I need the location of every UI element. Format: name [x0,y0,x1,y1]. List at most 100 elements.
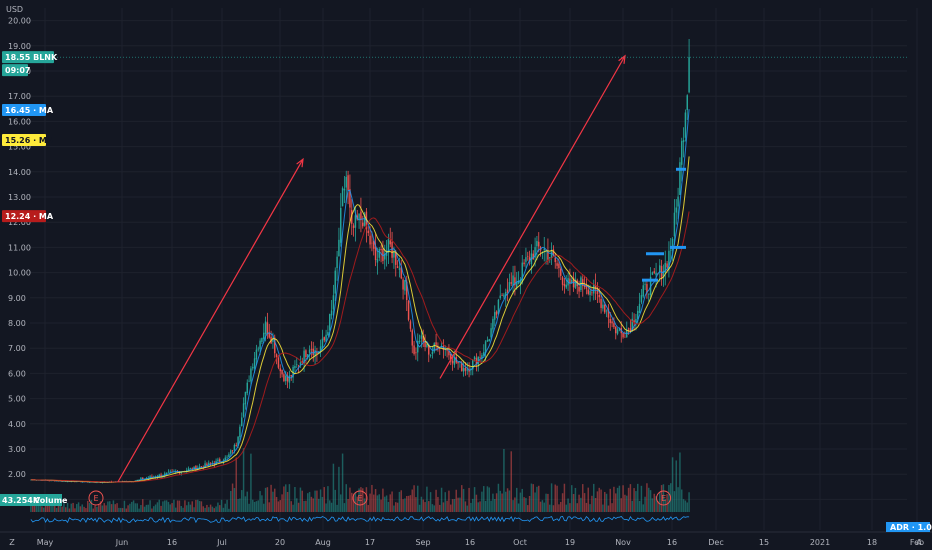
candle-body [543,248,545,251]
adr-tag-bg [886,522,930,532]
candle-body [334,270,336,294]
volume-bar [187,501,190,512]
candle-body [587,289,589,294]
volume-bar [134,503,137,512]
volume-bar [604,491,606,512]
volume-bar [635,491,637,512]
volume-bar [609,488,611,512]
volume-bar [387,501,390,512]
volume-bar [534,492,536,512]
volume-bar [131,501,133,512]
candle-body [371,242,373,244]
candle-body [374,246,377,260]
volume-bar [193,507,195,512]
volume-bar [158,499,160,512]
volume-bar [314,490,316,512]
candle-body [248,380,250,382]
volume-bar [494,498,496,512]
volume-bar [583,493,586,512]
volume-bar [444,492,446,512]
volume-bar [409,495,412,512]
volume-bar [466,505,468,512]
candle-body [484,341,487,353]
volume-bar [620,498,622,512]
volume-bar [74,508,76,512]
volume-bar [79,506,82,512]
candle-body [241,417,243,427]
x-tick-label: 20 [275,538,285,547]
candle-body [226,456,228,458]
volume-bar [505,491,507,512]
volume-bar [439,504,441,512]
volume-bar [605,493,608,512]
volume-bar [123,500,126,512]
volume-bar [429,492,432,512]
volume-bar [43,507,45,512]
volume-bar [554,484,556,512]
candle-body [563,284,566,287]
candle-body [481,355,483,359]
volume-bar [371,484,373,512]
volume-bar [228,508,230,512]
volume-bar [261,495,263,512]
candle-body [571,280,573,283]
candle-body [682,140,685,143]
volume-bar [63,501,65,512]
volume-bar [292,504,294,512]
volume-bar [455,489,457,512]
volume-bar [547,493,549,512]
volume-bar [77,502,80,512]
volume-bar [54,504,56,512]
volume-bar [296,498,298,512]
candle-body [396,266,399,269]
candle-body [341,188,344,207]
volume-bar [417,485,419,512]
volume-bar [41,506,43,512]
candle-body [662,270,665,277]
ma-tag: 12.24 · MA [5,212,54,221]
volume-bar [653,493,655,512]
volume-bar [253,501,256,512]
volume-bar [461,485,463,512]
countdown-tag: 09:07 [5,66,30,75]
volume-bar [622,485,624,512]
volume-bar [646,483,648,512]
volume-bar [508,490,511,512]
candle-body [407,300,410,320]
candle-body [532,253,534,260]
candle-body [556,263,558,266]
volume-bar [651,498,654,512]
volume-bar [607,505,610,512]
candle-body [644,284,646,285]
candle-body [387,239,390,253]
candle-body [325,334,327,342]
volume-bar [561,493,564,512]
volume-bar [226,499,228,512]
candle-body [217,459,219,462]
candle-body [391,242,393,258]
candle-body [384,253,386,260]
volume-bar [321,496,324,512]
candle-body [609,319,611,323]
volume-bar [574,487,577,512]
candle-body [503,294,505,297]
candle-body [675,207,677,213]
volume-bar [677,487,679,512]
candle-body [461,362,463,371]
volume-bar [39,501,41,512]
candle-body [505,291,507,297]
timezone-icon[interactable]: Z [9,538,15,547]
volume-bar [118,507,120,512]
candle-body [255,349,258,360]
volume-bar [85,508,87,512]
volume-bar [105,505,107,512]
candle-body [299,362,302,365]
auto-scale-icon[interactable]: A [916,538,922,547]
volume-bar [147,504,149,512]
candle-body [94,482,96,483]
volume-bar [266,487,269,512]
candle-body [281,369,283,375]
volume-bar [666,494,668,512]
volume-bar [110,504,113,512]
